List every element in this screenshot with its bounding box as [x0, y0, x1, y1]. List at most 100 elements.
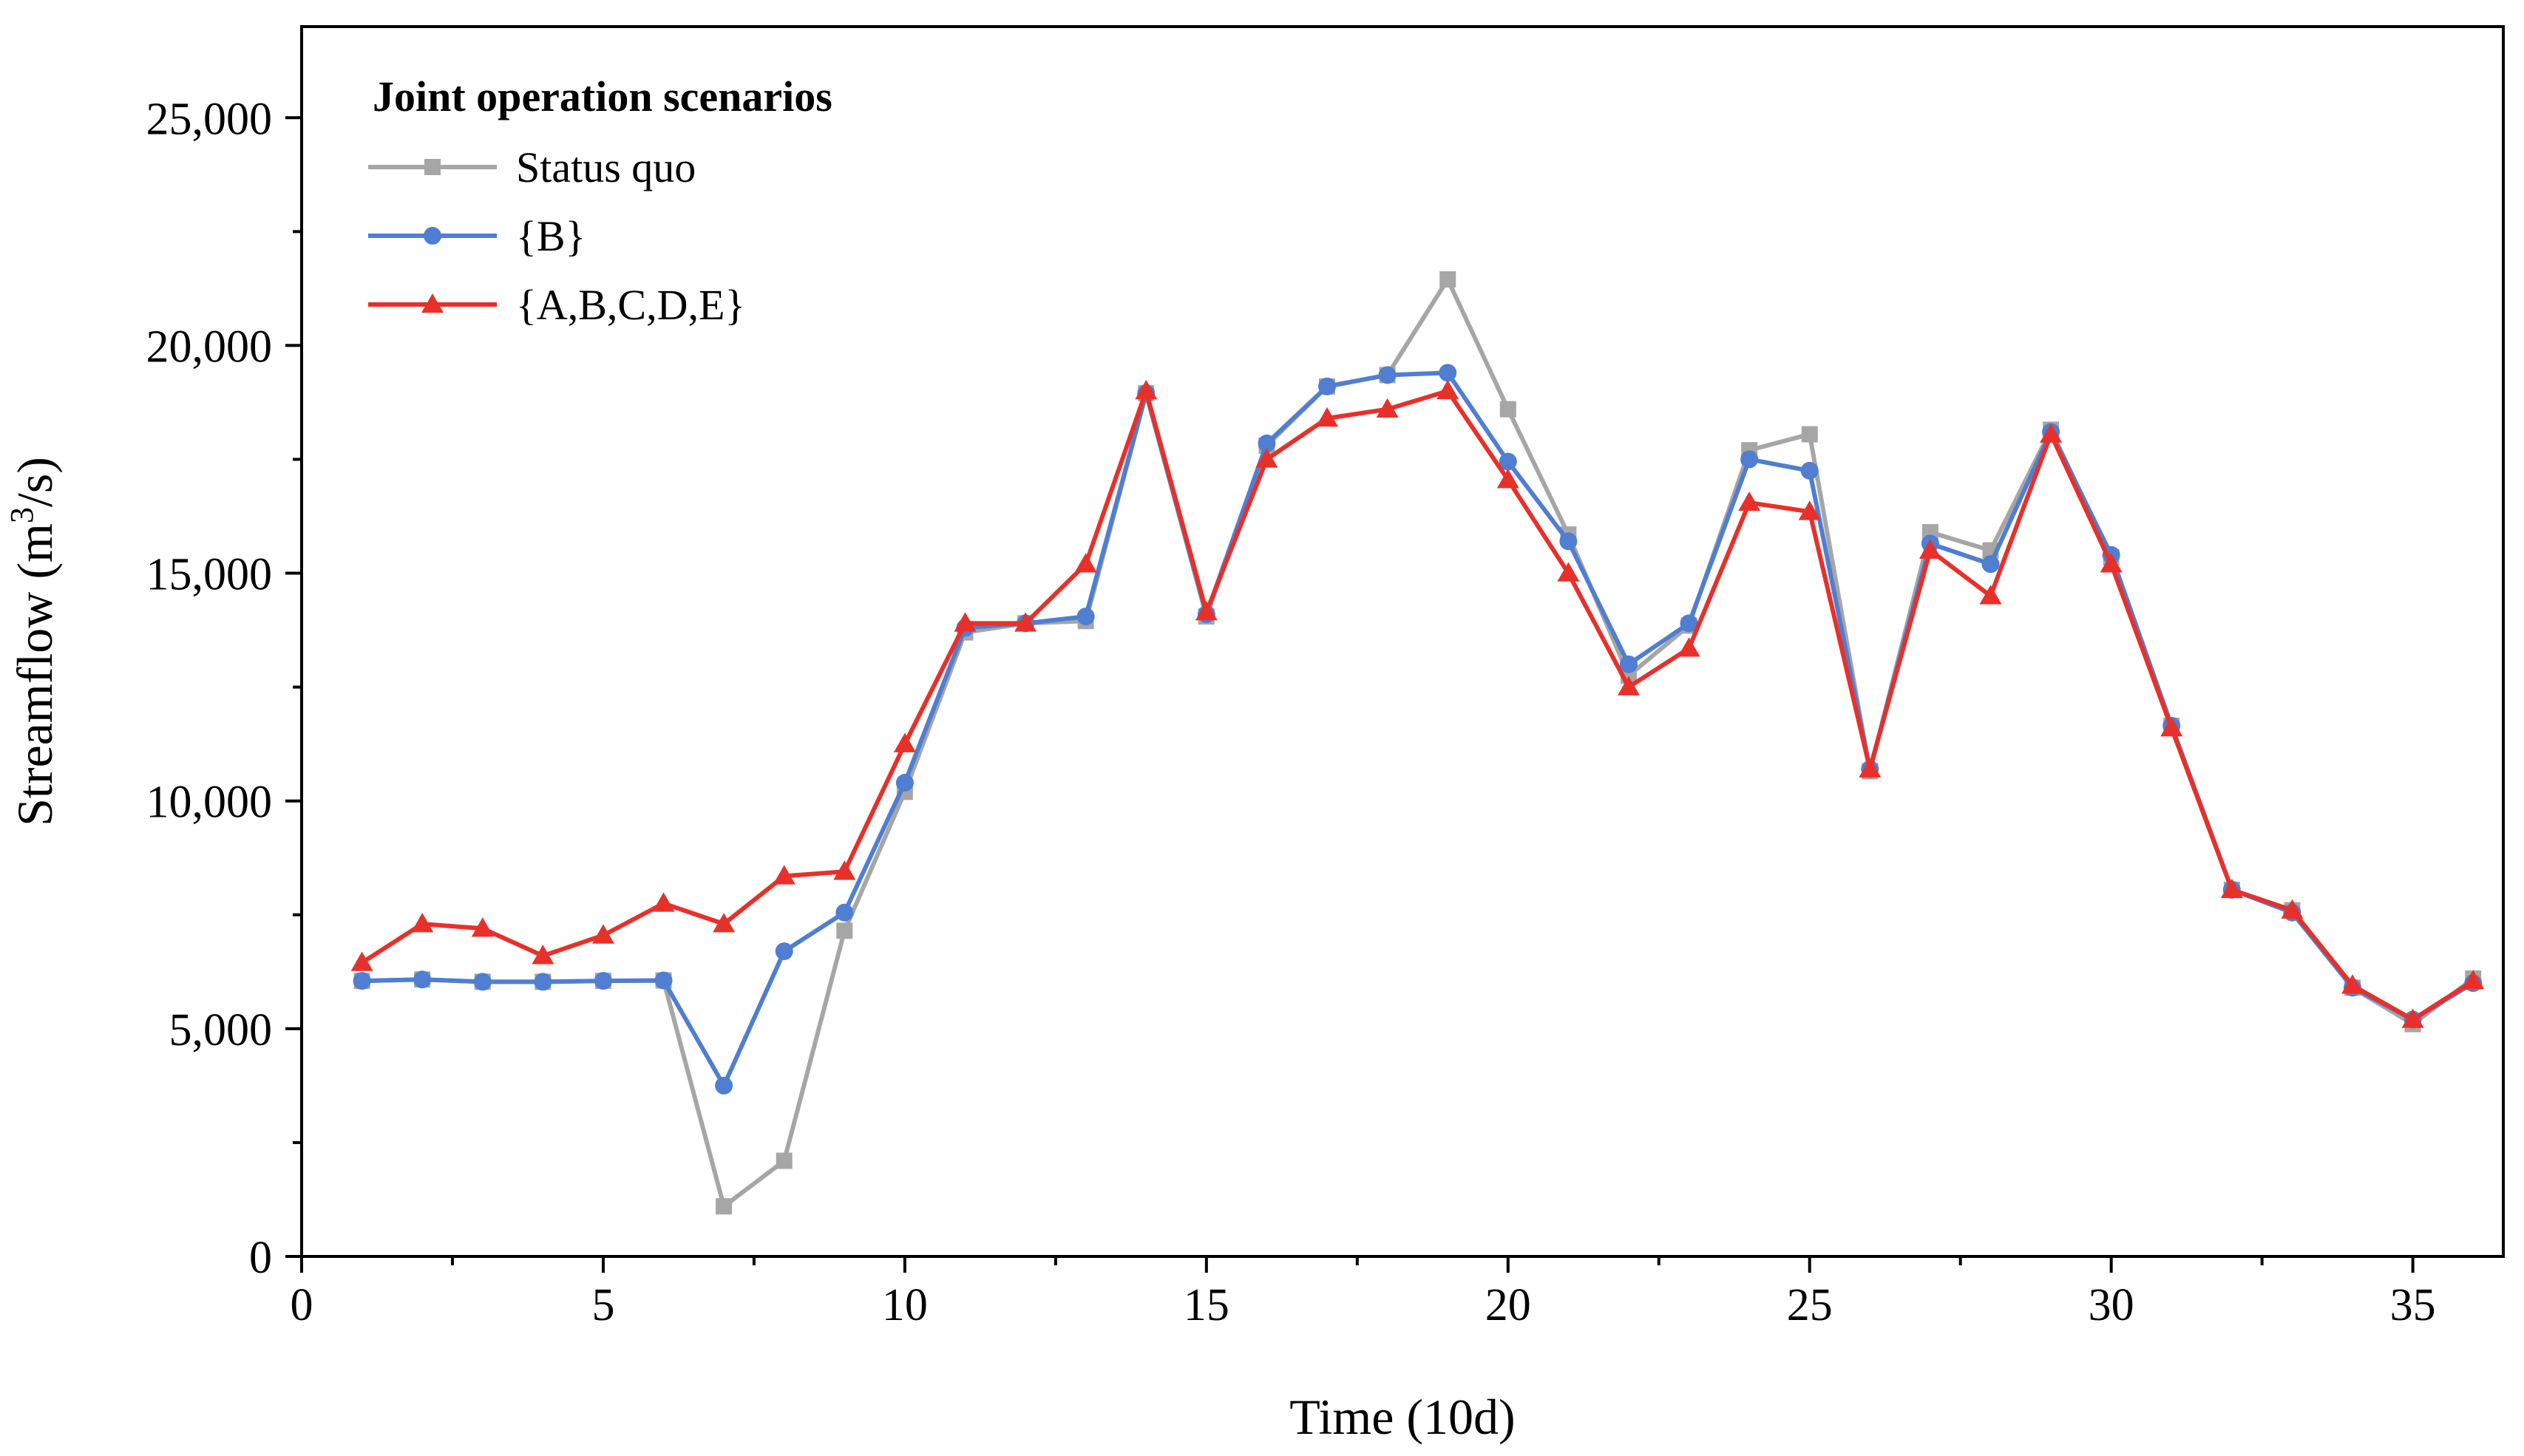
data-point: [1318, 377, 1337, 395]
data-point: [413, 970, 432, 989]
y-tick-label: 15,000: [146, 550, 273, 600]
data-point: [1619, 655, 1638, 673]
data-point: [594, 972, 612, 990]
y-axis-title-suffix: /s): [7, 457, 63, 507]
data-point: [1981, 555, 2000, 574]
data-point: [1740, 450, 1759, 469]
series-line: [360, 389, 2474, 1022]
data-point: [353, 972, 371, 990]
data-point: [1617, 676, 1640, 695]
data-point: [1798, 500, 1821, 520]
x-tick-label: 30: [2089, 1280, 2134, 1330]
data-point: [775, 942, 793, 961]
series-1: [353, 271, 2482, 1215]
y-tick-label: 5,000: [169, 1005, 273, 1055]
data-point: [716, 1198, 733, 1215]
legend: Joint operation scenarios Status quo {B} {A…: [368, 72, 832, 329]
legend-label: {B}: [516, 212, 586, 260]
plot-frame: [300, 25, 2505, 1258]
data-point: [1195, 600, 1218, 621]
y-tick-label: 0: [249, 1233, 272, 1283]
data-point: [1557, 562, 1580, 582]
data-point: [1439, 364, 1457, 382]
x-tick-label: 10: [882, 1280, 928, 1330]
data-point: [1436, 380, 1459, 400]
y-tick-label: 20,000: [146, 322, 273, 372]
data-point: [1496, 469, 1519, 489]
data-point: [1680, 614, 1698, 633]
data-point: [411, 913, 434, 933]
data-point: [532, 945, 554, 965]
data-point: [1859, 758, 1882, 778]
series-line: [362, 370, 2474, 1088]
series-2: [353, 364, 2483, 1095]
data-point: [836, 922, 853, 939]
data-point: [2401, 1008, 2424, 1028]
y-axis-title: Streamflow (m3/s): [4, 457, 63, 826]
legend-item: {B}: [368, 212, 586, 260]
data-point: [1499, 401, 1516, 418]
legend-item: {A,B,C,D,E}: [368, 281, 745, 329]
data-point: [776, 1152, 793, 1169]
x-tick-label: 0: [291, 1280, 313, 1330]
legend-title: Joint operation scenarios: [373, 72, 832, 120]
x-axis-title: Time (10d): [1289, 1389, 1515, 1445]
data-point: [1074, 553, 1097, 573]
data-point: [350, 951, 373, 971]
legend-swatch-marker: [421, 293, 444, 313]
data-point: [1677, 637, 1700, 657]
data-point: [2341, 974, 2364, 994]
data-point: [2040, 423, 2063, 443]
data-point: [833, 860, 856, 880]
data-point: [1076, 608, 1095, 626]
data-point: [473, 973, 492, 991]
data-point: [1258, 434, 1276, 452]
y-tick-label: 10,000: [146, 778, 273, 828]
data-point: [1439, 271, 1456, 288]
data-point: [713, 913, 736, 933]
data-point: [2100, 553, 2123, 573]
data-point: [1979, 585, 2002, 605]
data-point: [1378, 366, 1397, 384]
y-axis-title-prefix: Streamflow (m: [7, 523, 63, 826]
data-point: [1800, 461, 1819, 480]
data-point: [2462, 970, 2485, 990]
data-point: [1316, 407, 1339, 427]
x-tick-label: 20: [1485, 1280, 1531, 1330]
data-point: [1255, 448, 1278, 468]
data-point: [1559, 532, 1578, 551]
data-point: [773, 865, 795, 885]
legend-label: {A,B,C,D,E}: [516, 281, 745, 329]
legend-swatch-marker: [424, 159, 441, 175]
x-tick-label: 15: [1184, 1280, 1229, 1330]
data-point: [895, 774, 914, 792]
series-line: [362, 277, 2475, 1209]
data-point: [1135, 380, 1158, 400]
x-tick-label: 35: [2390, 1280, 2436, 1330]
legend-swatch-marker: [424, 227, 441, 245]
data-point: [715, 1076, 733, 1095]
data-point: [1376, 398, 1399, 418]
series-layer: [350, 271, 2485, 1215]
data-point: [1801, 426, 1818, 443]
y-axis-title-superscript: 3: [4, 507, 40, 523]
data-point: [1499, 452, 1517, 471]
data-point: [835, 903, 854, 922]
data-point: [471, 917, 494, 937]
data-point: [534, 973, 552, 991]
data-point: [893, 732, 916, 752]
data-point: [652, 892, 675, 912]
y-tick-label: 25,000: [146, 94, 273, 144]
data-point: [2160, 717, 2183, 737]
data-point: [654, 971, 673, 990]
legend-label: Status quo: [516, 143, 696, 191]
data-point: [591, 924, 614, 944]
series-3: [350, 380, 2485, 1028]
data-point: [1919, 539, 1941, 559]
legend-item: Status quo: [368, 143, 696, 191]
axes: 0 5 10 15 20 25 30 35 0 5,000 10,000 15,000 20,000 25…: [146, 25, 2505, 1330]
data-point: [1738, 491, 1761, 511]
data-point: [954, 612, 977, 632]
data-point: [1014, 612, 1037, 632]
